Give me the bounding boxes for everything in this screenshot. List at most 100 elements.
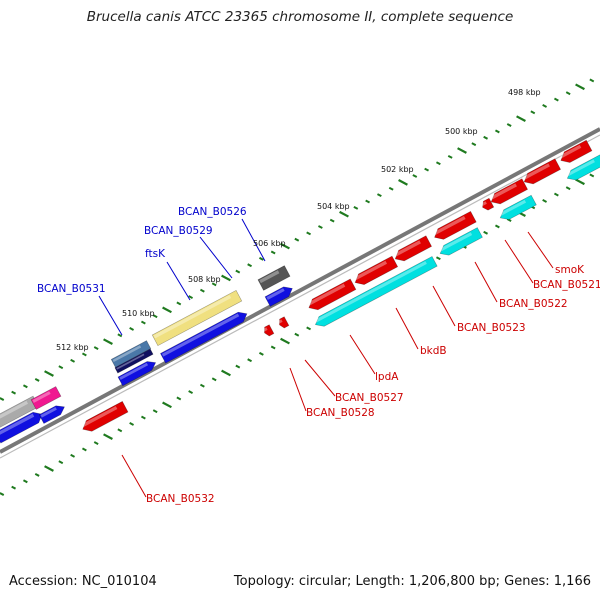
- gene-smok: [566, 154, 600, 181]
- minor-tick: [58, 460, 64, 465]
- minor-tick: [176, 301, 182, 306]
- major-tick: [280, 337, 290, 345]
- scale-label: 498 kbp: [508, 88, 541, 97]
- gene-red-499-highlight: [522, 163, 550, 181]
- gene-bcan-b0522-highlight: [498, 199, 527, 217]
- major-tick: [221, 274, 231, 282]
- gene-features: [0, 139, 600, 444]
- gene-bcan-b0527-highlight: [278, 319, 283, 324]
- minor-tick: [199, 288, 205, 293]
- gene-bcan-b0527-body: [279, 316, 290, 329]
- backbone-line-inner: [0, 134, 600, 459]
- chromosome-backbone: [0, 127, 600, 459]
- minor-tick: [483, 230, 489, 235]
- gene-blue-514-highlight: [0, 413, 35, 436]
- minor-tick: [329, 218, 335, 223]
- gene-blue-510-highlight: [119, 362, 149, 380]
- minor-tick: [412, 174, 418, 178]
- minor-tick: [506, 218, 512, 222]
- major-tick: [457, 147, 467, 154]
- gene-red-498-highlight: [559, 144, 582, 159]
- minor-tick: [22, 479, 28, 484]
- gene-bcan-b0528: [263, 324, 275, 337]
- minor-tick: [247, 263, 253, 268]
- gene-bcan-b0532: [81, 401, 129, 432]
- leader-bcan-b0523: [432, 285, 456, 327]
- gene-bcan-b0523: [438, 227, 483, 256]
- scale-label: 502 kbp: [381, 165, 414, 174]
- gene-bcan-b0532-highlight: [81, 406, 118, 428]
- minor-tick: [140, 320, 146, 325]
- minor-tick: [553, 97, 559, 102]
- gene-labels: BCAN_B0526 BCAN_B0529 ftsK BCAN_B0531 sm…: [37, 206, 600, 505]
- minor-tick: [117, 428, 123, 433]
- minor-tick: [58, 365, 64, 370]
- minor-tick: [34, 472, 40, 477]
- gene-bcan-b0522: [498, 194, 537, 220]
- minor-tick: [589, 78, 595, 83]
- minor-tick: [589, 173, 595, 178]
- minor-tick: [530, 110, 536, 115]
- minor-tick: [70, 358, 76, 363]
- minor-tick: [483, 135, 489, 140]
- gene-red-500a-highlight: [489, 183, 517, 201]
- gene-pink-513-highlight: [32, 391, 51, 403]
- minor-tick: [270, 250, 276, 255]
- leader-lpda: [349, 334, 376, 375]
- major-tick: [516, 115, 526, 122]
- gene-label-bcan-b0528: BCAN_B0528: [306, 407, 375, 419]
- gene-bkdb-highlight: [314, 261, 427, 323]
- minor-tick: [11, 485, 17, 490]
- gene-red-502-highlight: [393, 240, 421, 258]
- gene-bkdb-red: [307, 278, 357, 311]
- minor-tick: [553, 192, 559, 197]
- gene-red-500a: [489, 178, 528, 205]
- minor-tick: [70, 453, 76, 458]
- scale-label: 512 kbp: [56, 343, 89, 352]
- gene-bcan-b0531-shade-highlight: [153, 295, 232, 339]
- gene-bcan-b0529: [257, 265, 291, 291]
- gene-bcan-b0531-inner-body: [114, 348, 154, 374]
- topology-label: Topology: circular; Length: 1,206,800 bp…: [233, 574, 591, 589]
- minor-tick: [129, 327, 135, 331]
- gene-label-bcan-b0531: BCAN_B0531: [37, 283, 106, 295]
- gene-blue-514-body: [0, 411, 43, 444]
- leader-bcan-b0527: [304, 359, 336, 397]
- minor-tick: [435, 161, 441, 166]
- minor-tick: [152, 314, 158, 319]
- minor-tick: [542, 199, 548, 203]
- gene-label-ftsk: ftsK: [145, 248, 166, 260]
- minor-tick: [376, 193, 382, 198]
- leader-bcan-b0529: [199, 236, 233, 279]
- scale-label: 506 kbp: [253, 239, 286, 248]
- scale-label: 510 kbp: [122, 309, 155, 318]
- scale-label: 508 kbp: [188, 275, 221, 284]
- gene-bcan-b0521: [481, 197, 495, 211]
- minor-tick: [152, 409, 158, 414]
- backbone-line-outer: [0, 127, 600, 454]
- minor-tick: [306, 231, 312, 236]
- gene-red-498-body: [560, 139, 593, 163]
- gene-bcan-b0522-body: [499, 194, 537, 220]
- gene-bcan-b0531-inner-highlight: [116, 353, 145, 370]
- major-tick: [103, 433, 113, 440]
- minor-tick: [353, 205, 359, 210]
- gene-blue-513: [38, 405, 65, 424]
- gene-red-500a-body: [490, 178, 528, 205]
- major-tick: [280, 242, 290, 250]
- gene-red-502-body: [394, 235, 432, 262]
- minor-tick: [188, 295, 194, 299]
- leader-ftsk: [166, 261, 191, 301]
- gene-bcan-b0526: [264, 286, 293, 307]
- outer-tick-ring: [0, 78, 595, 401]
- gene-bcan-b0531-shade: [151, 289, 243, 347]
- gene-lpda-red-highlight: [353, 260, 388, 281]
- minor-tick: [11, 390, 17, 395]
- gene-bcan-b0526-highlight: [266, 288, 285, 300]
- minor-tick: [81, 447, 87, 452]
- minor-tick: [365, 199, 371, 204]
- minor-tick: [542, 104, 548, 108]
- label-leader-lines: [98, 218, 554, 498]
- gene-red-499: [522, 158, 561, 185]
